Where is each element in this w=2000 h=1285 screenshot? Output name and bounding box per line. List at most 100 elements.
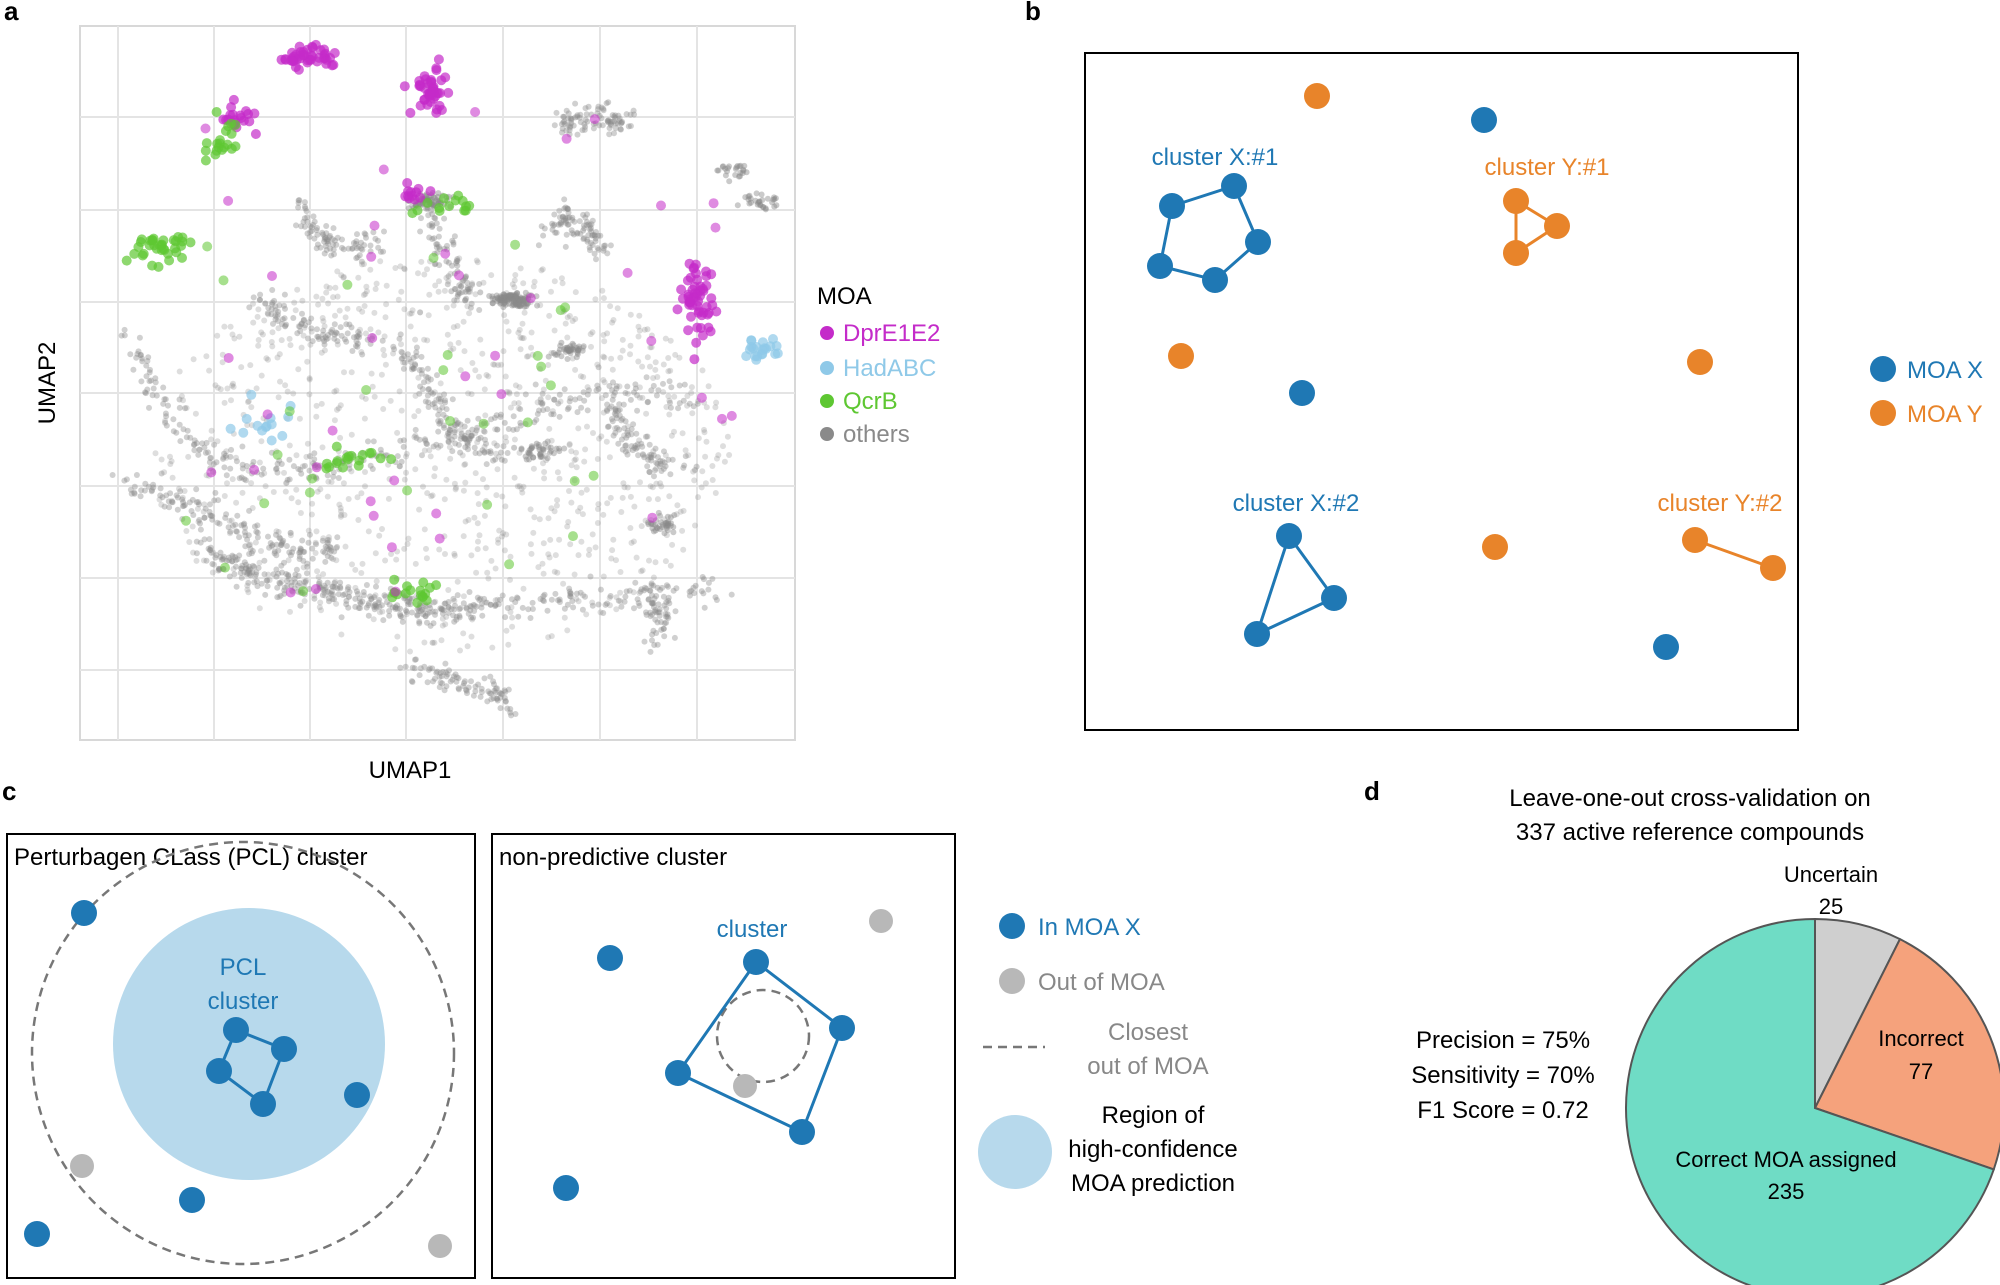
umap-point-other <box>564 523 571 530</box>
umap-point-other <box>146 369 153 376</box>
umap-point-other <box>341 512 348 518</box>
umap-point-other <box>650 452 657 459</box>
umap-point-other <box>573 590 580 597</box>
umap-point-other <box>586 222 593 229</box>
umap-point-other <box>476 450 483 457</box>
umap-point-other <box>511 400 518 407</box>
umap-point-other <box>573 354 580 361</box>
umap-point-other <box>515 296 522 303</box>
umap-point-other <box>195 499 202 506</box>
umap-point-other <box>661 620 668 627</box>
umap-point-other <box>533 416 540 423</box>
umap-point-other <box>492 603 499 609</box>
umap-point-other <box>562 348 569 355</box>
umap-point-other <box>180 502 187 509</box>
umap-point-other <box>631 111 638 118</box>
umap-point-other <box>537 399 544 406</box>
umap-point-dprE1E2 <box>249 108 260 119</box>
umap-point-other <box>654 524 660 531</box>
umap-point-other <box>587 573 594 580</box>
umap-point-other <box>586 546 593 553</box>
umap-point-other <box>619 494 626 501</box>
umap-point-other <box>575 346 582 353</box>
umap-point-other <box>250 300 256 307</box>
umap-point-other <box>439 606 446 613</box>
umap-point-other <box>319 335 326 342</box>
umap-point-other <box>322 558 329 565</box>
umap-point-other <box>203 557 210 564</box>
umap-point-other <box>608 555 615 562</box>
umap-point-other <box>245 399 251 405</box>
umap-point-other <box>304 440 311 447</box>
umap-point-other <box>267 540 274 547</box>
umap-point-other <box>335 405 342 412</box>
umap-point-qcrB <box>412 205 423 216</box>
umap-point-other <box>592 238 599 245</box>
umap-point-other <box>277 592 284 599</box>
nonpredictive-box-title: non-predictive cluster <box>499 844 727 871</box>
umap-point-other <box>437 398 444 405</box>
umap-point-other <box>409 679 416 685</box>
umap-point-other <box>248 550 255 557</box>
umap-point-other <box>450 673 457 680</box>
umap-point-other <box>577 119 584 126</box>
umap-point-other <box>537 453 544 460</box>
umap-point-other <box>330 583 337 590</box>
legend-dot-in-moa <box>999 913 1025 939</box>
umap-point-other <box>433 669 440 676</box>
umap-point-other <box>219 359 226 366</box>
umap-point-other <box>435 190 442 197</box>
umap-point-other <box>588 221 595 228</box>
umap-point-other <box>228 517 235 524</box>
umap-point-other <box>497 294 504 301</box>
umap-point-other <box>652 527 659 534</box>
umap-point-other <box>325 478 332 485</box>
umap-point-other <box>494 426 501 433</box>
umap-point-other <box>143 373 150 380</box>
umap-point-other <box>194 505 201 512</box>
umap-point-other <box>502 296 509 303</box>
umap-point-other <box>476 596 483 603</box>
moa-legend-title: MOA <box>817 283 872 310</box>
umap-point-other <box>533 443 540 450</box>
umap-point-other <box>136 334 143 341</box>
umap-point-other <box>176 396 183 403</box>
umap-point-other <box>298 470 305 477</box>
umap-point-other <box>562 216 569 223</box>
umap-point-other <box>377 446 384 453</box>
umap-point-other <box>639 394 646 401</box>
umap-point-other <box>654 374 661 380</box>
umap-point-other <box>476 281 483 287</box>
umap-point-other <box>179 494 186 501</box>
umap-point-other <box>663 525 670 531</box>
umap-point-other <box>304 230 311 237</box>
umap-point-other <box>663 599 670 606</box>
umap-point-other <box>417 309 424 316</box>
umap-point-other <box>737 162 744 169</box>
umap-point-dprE1E2 <box>726 410 737 421</box>
umap-point-other <box>558 275 565 282</box>
umap-point-other <box>330 246 337 253</box>
umap-point-other <box>441 391 448 398</box>
umap-point-other <box>636 394 643 401</box>
umap-point-other <box>312 550 319 556</box>
umap-point-other <box>450 239 457 246</box>
umap-point-other <box>224 385 231 392</box>
umap-point-other <box>207 454 214 461</box>
umap-point-other <box>414 611 421 618</box>
umap-point-other <box>282 305 288 312</box>
umap-point-other <box>556 214 563 221</box>
umap-point-qcrB <box>210 149 221 160</box>
umap-point-other <box>623 588 630 595</box>
umap-point-other <box>479 350 486 357</box>
umap-point-other <box>441 215 448 222</box>
umap-point-other <box>600 409 607 416</box>
cluster-y2-label: cluster Y:#2 <box>1658 490 1783 517</box>
umap-point-other <box>210 461 217 467</box>
umap-point-other <box>238 574 245 581</box>
umap-point-other <box>456 614 463 621</box>
umap-point-other <box>639 451 646 458</box>
umap-point-other <box>465 610 472 617</box>
umap-point-other <box>624 383 631 390</box>
umap-point-other <box>455 686 462 693</box>
